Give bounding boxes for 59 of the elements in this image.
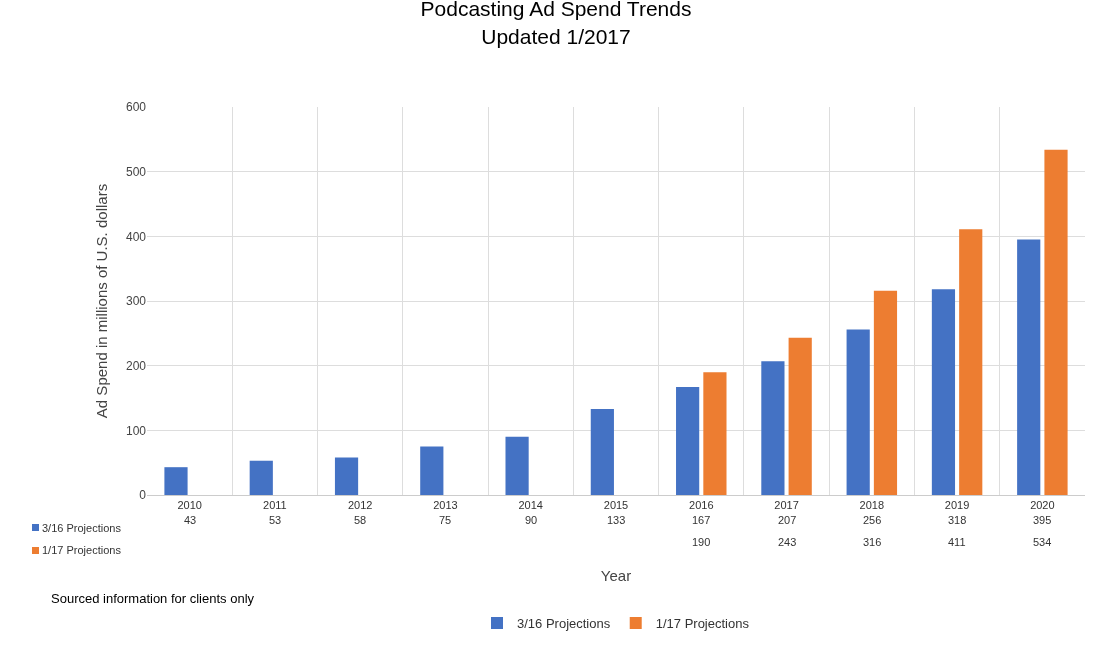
bar xyxy=(931,289,956,495)
bar xyxy=(703,372,727,495)
legend-label: 3/16 Projections xyxy=(42,522,122,534)
chart-title: Podcasting Ad Spend Trends xyxy=(420,0,692,21)
y-tick-label: 0 xyxy=(139,488,147,503)
data-label: 190 xyxy=(692,536,711,548)
text: 3/16 Projections xyxy=(517,616,611,632)
y-tick-label: 400 xyxy=(125,229,147,244)
bar xyxy=(846,329,870,495)
x-tick-label: 2011 xyxy=(263,499,287,512)
x-tick-label: 2017 xyxy=(774,499,799,512)
text: 1/17 Projections xyxy=(42,544,121,556)
bar xyxy=(676,387,700,495)
bar xyxy=(590,408,614,495)
data-label: 43 xyxy=(184,514,197,526)
data-label: 411 xyxy=(948,536,966,548)
y-axis-title: Ad Spend in millions of U.S. dollars xyxy=(93,183,110,419)
bar xyxy=(505,436,529,495)
data-label: 318 xyxy=(948,514,967,526)
x-tick-label: 2015 xyxy=(603,499,629,512)
bar xyxy=(420,446,444,495)
x-tick-label: 2010 xyxy=(177,499,202,512)
data-label: 207 xyxy=(778,514,797,526)
x-axis-title: Year xyxy=(600,567,632,585)
y-tick-label: 200 xyxy=(125,358,147,373)
data-label: 395 xyxy=(1033,514,1052,526)
y-tick-label: 100 xyxy=(125,423,147,438)
legend-label: 1/17 Projections xyxy=(655,616,750,632)
x-tick-label: 2016 xyxy=(689,499,714,512)
bar xyxy=(1017,239,1041,495)
x-tick-label: 2018 xyxy=(859,499,885,512)
bar xyxy=(249,460,273,495)
data-label: 256 xyxy=(863,514,882,526)
x-tick-label: 2020 xyxy=(1030,499,1055,512)
bar xyxy=(334,457,359,495)
text: Sourced information for clients only xyxy=(51,591,255,606)
data-label: 243 xyxy=(778,536,797,548)
bar xyxy=(873,290,898,495)
bar xyxy=(1044,149,1068,495)
data-label: 534 xyxy=(1033,536,1052,548)
y-tick-label: 600 xyxy=(125,100,147,115)
data-label: 75 xyxy=(439,514,452,526)
bar xyxy=(959,229,983,495)
bar xyxy=(164,467,188,495)
data-label: 53 xyxy=(269,514,282,526)
data-label: 90 xyxy=(525,514,538,526)
bar xyxy=(788,337,812,495)
x-tick-label: 2013 xyxy=(433,499,458,512)
bar xyxy=(761,361,785,495)
y-tick-label: 300 xyxy=(125,294,147,309)
data-label: 167 xyxy=(692,514,711,526)
data-label: 58 xyxy=(354,514,367,526)
data-label: 133 xyxy=(607,514,626,526)
x-tick-label: 2019 xyxy=(944,499,970,512)
data-label: 316 xyxy=(863,536,882,548)
x-tick-label: 2012 xyxy=(347,499,373,512)
y-tick-label: 500 xyxy=(125,164,147,179)
chart-subtitle: Updated 1/2017 xyxy=(481,24,631,48)
x-tick-label: 2014 xyxy=(518,499,543,512)
